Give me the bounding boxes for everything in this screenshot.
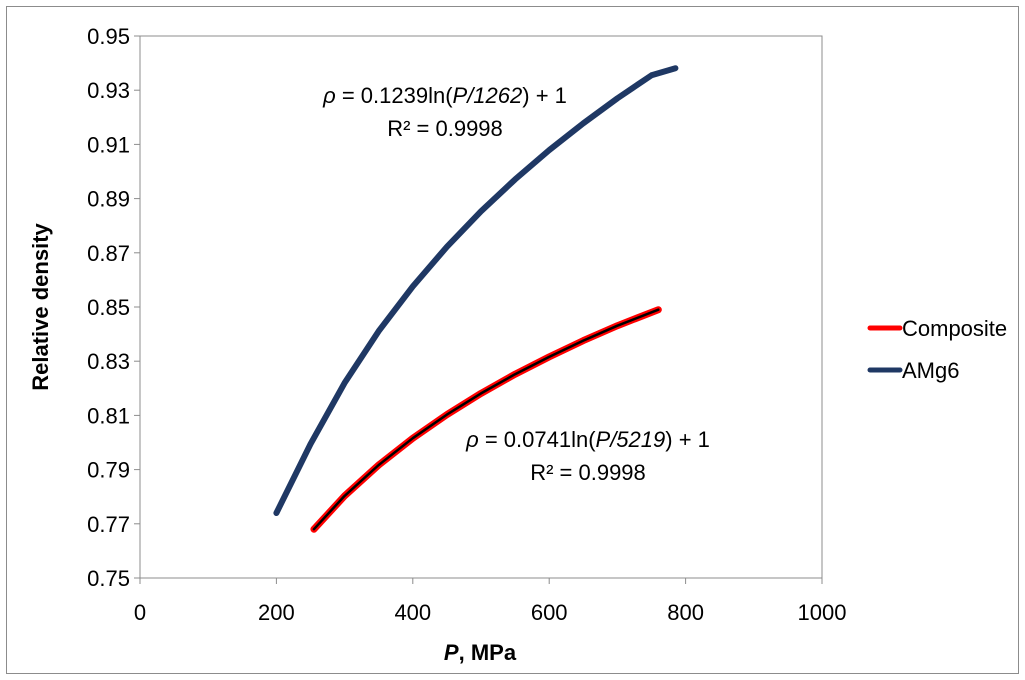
y-tick-label: 0.93 <box>87 78 130 103</box>
x-tick-label: 600 <box>531 600 568 625</box>
series-line-amg6 <box>273 65 679 516</box>
composite-eq-part1: = 0.0741ln( <box>479 427 596 452</box>
x-tick-label: 800 <box>667 600 704 625</box>
y-axis-title: Relative density <box>28 222 53 390</box>
x-tick-label: 1000 <box>798 600 847 625</box>
amg6-equation: ρ = 0.1239ln(P/1262) + 1 <box>322 83 567 108</box>
y-tick-label: 0.87 <box>87 241 130 266</box>
series-lines <box>273 65 679 533</box>
composite-eq-rho: ρ <box>465 427 479 452</box>
x-axis-title: P, MPa <box>444 640 517 665</box>
y-tick-label: 0.79 <box>87 458 130 483</box>
composite-equation: ρ = 0.0741ln(P/5219) + 1 <box>465 427 710 452</box>
series-line-composite <box>310 306 662 533</box>
x-axis-title-unit: , MPa <box>459 640 517 665</box>
x-tick-label: 400 <box>394 600 431 625</box>
amg6-eq-rho: ρ <box>322 83 336 108</box>
x-axis-ticks: 0 200 400 600 800 1000 <box>134 578 847 625</box>
amg6-eq-part1: = 0.1239ln( <box>336 83 453 108</box>
y-tick-label: 0.95 <box>87 24 130 49</box>
y-tick-label: 0.81 <box>87 403 130 428</box>
chart-frame <box>6 6 1019 674</box>
y-tick-label: 0.85 <box>87 295 130 320</box>
y-axis-ticks: 0.75 0.77 0.79 0.81 0.83 0.85 0.87 0.89 0.91 0.93… <box>87 24 140 591</box>
trendline-composite <box>312 308 660 531</box>
composite-eq-part3: ) + 1 <box>665 427 710 452</box>
amg6-eq-part3: ) + 1 <box>522 83 567 108</box>
composite-eq-arg: P/5219 <box>596 427 666 452</box>
amg6-r2: R² = 0.9998 <box>387 116 503 141</box>
x-axis-title-var: P <box>444 640 459 665</box>
y-tick-label: 0.91 <box>87 132 130 157</box>
y-tick-label: 0.77 <box>87 512 130 537</box>
y-tick-label: 0.89 <box>87 187 130 212</box>
legend-label-amg6: AMg6 <box>902 358 959 383</box>
legend: Composite AMg6 <box>867 316 1007 383</box>
amg6-eq-arg: P/1262 <box>453 83 523 108</box>
y-tick-label: 0.83 <box>87 349 130 374</box>
legend-label-composite: Composite <box>902 316 1007 341</box>
x-tick-label: 0 <box>134 600 146 625</box>
y-tick-label: 0.75 <box>87 566 130 591</box>
x-tick-label: 200 <box>258 600 295 625</box>
composite-r2: R² = 0.9998 <box>530 460 646 485</box>
